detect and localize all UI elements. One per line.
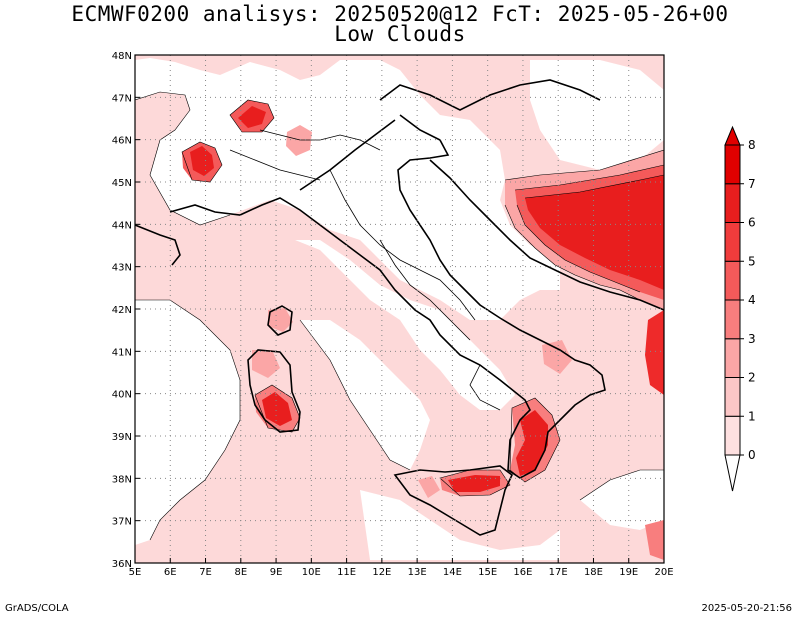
clear-area-central [295, 240, 515, 410]
lon-tick-label: 18E [584, 567, 603, 578]
colorbar-label: 2 [748, 371, 756, 385]
colorbar-label: 0 [748, 448, 756, 462]
lon-tick-label: 13E [408, 567, 427, 578]
colorbar-label: 4 [748, 293, 756, 307]
cloud-field [135, 55, 664, 563]
colorbar-label: 6 [748, 216, 756, 230]
colorbar-segment [724, 299, 741, 340]
colorbar-segment [724, 415, 741, 456]
lon-tick-label: 10E [302, 567, 321, 578]
lat-tick-label: 47N [112, 93, 132, 104]
lon-tick-label: 9E [270, 567, 283, 578]
lon-tick-label: 15E [478, 567, 497, 578]
lat-axis: 36N 37N 38N 39N 40N 41N 42N 43N 44N 45N 46N 47N 48N [112, 51, 140, 570]
footer-timestamp: 2025-05-20-21:56 [701, 603, 792, 614]
colorbar-label: 1 [748, 409, 756, 423]
colorbar-segment [724, 377, 741, 417]
lon-tick-label: 20E [654, 567, 673, 578]
clear-area-north-east [530, 60, 664, 170]
colorbar-label: 5 [748, 254, 756, 268]
lon-tick-label: 5E [129, 567, 142, 578]
colorbar-segment [724, 338, 741, 378]
clear-area-south-sea [360, 490, 560, 560]
map-grid [135, 55, 664, 563]
lat-tick-label: 40N [112, 390, 132, 401]
title-line-2: Low Clouds [334, 22, 466, 46]
lat-tick-label: 36N [112, 559, 132, 570]
colorbar-label: 7 [748, 177, 756, 191]
lat-tick-label: 48N [112, 51, 132, 62]
colorbar-segment [724, 260, 741, 301]
clear-area-south-east [580, 470, 664, 530]
title-line-1: ECMWF0200 analisys: 20250520@12 FcT: 202… [71, 2, 729, 26]
clear-area-tyrrhenian [300, 320, 430, 470]
colorbar-arrow-top [724, 125, 741, 146]
lat-tick-label: 45N [112, 178, 132, 189]
colorbar-segment [724, 144, 741, 185]
lat-tick-label: 44N [112, 220, 132, 231]
colorbar-label: 8 [748, 138, 756, 152]
footer-credit: GrADS/COLA [5, 603, 69, 614]
clear-area-west-sea [135, 300, 240, 545]
colorbar-arrow-bottom [724, 454, 741, 492]
lon-axis: 5E 6E 7E 8E 9E 10E 11E 12E 13E 14E 15E 16E 17E 18E 19E… [129, 558, 674, 578]
colorbar: 0 1 2 3 4 5 6 7 8 [724, 125, 756, 492]
colorbar-label: 3 [748, 332, 756, 346]
lat-tick-label: 41N [112, 347, 132, 358]
contours [135, 91, 664, 541]
lon-tick-label: 11E [337, 567, 356, 578]
lon-tick-label: 7E [199, 567, 212, 578]
lat-tick-label: 39N [112, 432, 132, 443]
lon-tick-label: 6E [164, 567, 177, 578]
lat-tick-label: 43N [112, 263, 132, 274]
lon-tick-label: 16E [513, 567, 532, 578]
lon-tick-label: 8E [234, 567, 247, 578]
lat-tick-label: 42N [112, 305, 132, 316]
lat-tick-label: 37N [112, 517, 132, 528]
lat-tick-label: 38N [112, 474, 132, 485]
lon-tick-label: 17E [549, 567, 568, 578]
lon-tick-label: 14E [443, 567, 462, 578]
lon-tick-label: 12E [372, 567, 391, 578]
lon-tick-label: 19E [619, 567, 638, 578]
colorbar-segment [724, 222, 741, 262]
colorbar-segment [724, 183, 741, 223]
lat-tick-label: 46N [112, 136, 132, 147]
